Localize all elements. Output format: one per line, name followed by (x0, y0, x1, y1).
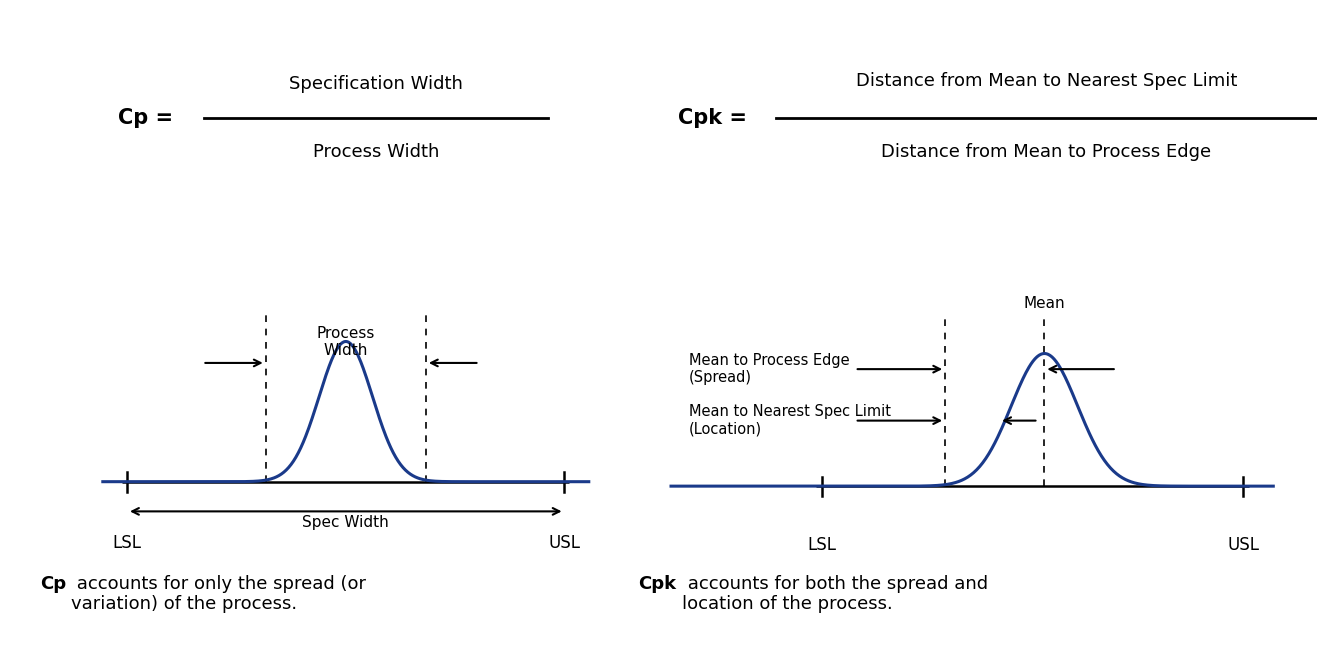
Text: Specification Width: Specification Width (289, 75, 463, 93)
Text: LSL: LSL (113, 535, 141, 552)
Text: Process Width: Process Width (313, 143, 439, 161)
Text: Cpk =: Cpk = (678, 108, 747, 128)
Text: Cp: Cp (40, 575, 66, 592)
Text: Distance from Mean to Nearest Spec Limit: Distance from Mean to Nearest Spec Limit (855, 72, 1237, 91)
Text: USL: USL (1228, 536, 1260, 554)
Text: LSL: LSL (807, 536, 837, 554)
Text: accounts for only the spread (or
variation) of the process.: accounts for only the spread (or variati… (70, 575, 366, 613)
Text: Cpk: Cpk (638, 575, 677, 592)
Text: Spec Width: Spec Width (302, 515, 390, 529)
Text: USL: USL (548, 535, 580, 552)
Text: Distance from Mean to Process Edge: Distance from Mean to Process Edge (882, 143, 1212, 161)
Text: accounts for both the spread and
location of the process.: accounts for both the spread and locatio… (682, 575, 988, 613)
Text: Mean to Process Edge
(Spread): Mean to Process Edge (Spread) (689, 353, 850, 385)
Text: Process
Width: Process Width (317, 325, 375, 358)
Text: Mean: Mean (1024, 297, 1065, 312)
Text: Mean to Nearest Spec Limit
(Location): Mean to Nearest Spec Limit (Location) (689, 404, 891, 437)
Text: Cp =: Cp = (118, 108, 173, 128)
